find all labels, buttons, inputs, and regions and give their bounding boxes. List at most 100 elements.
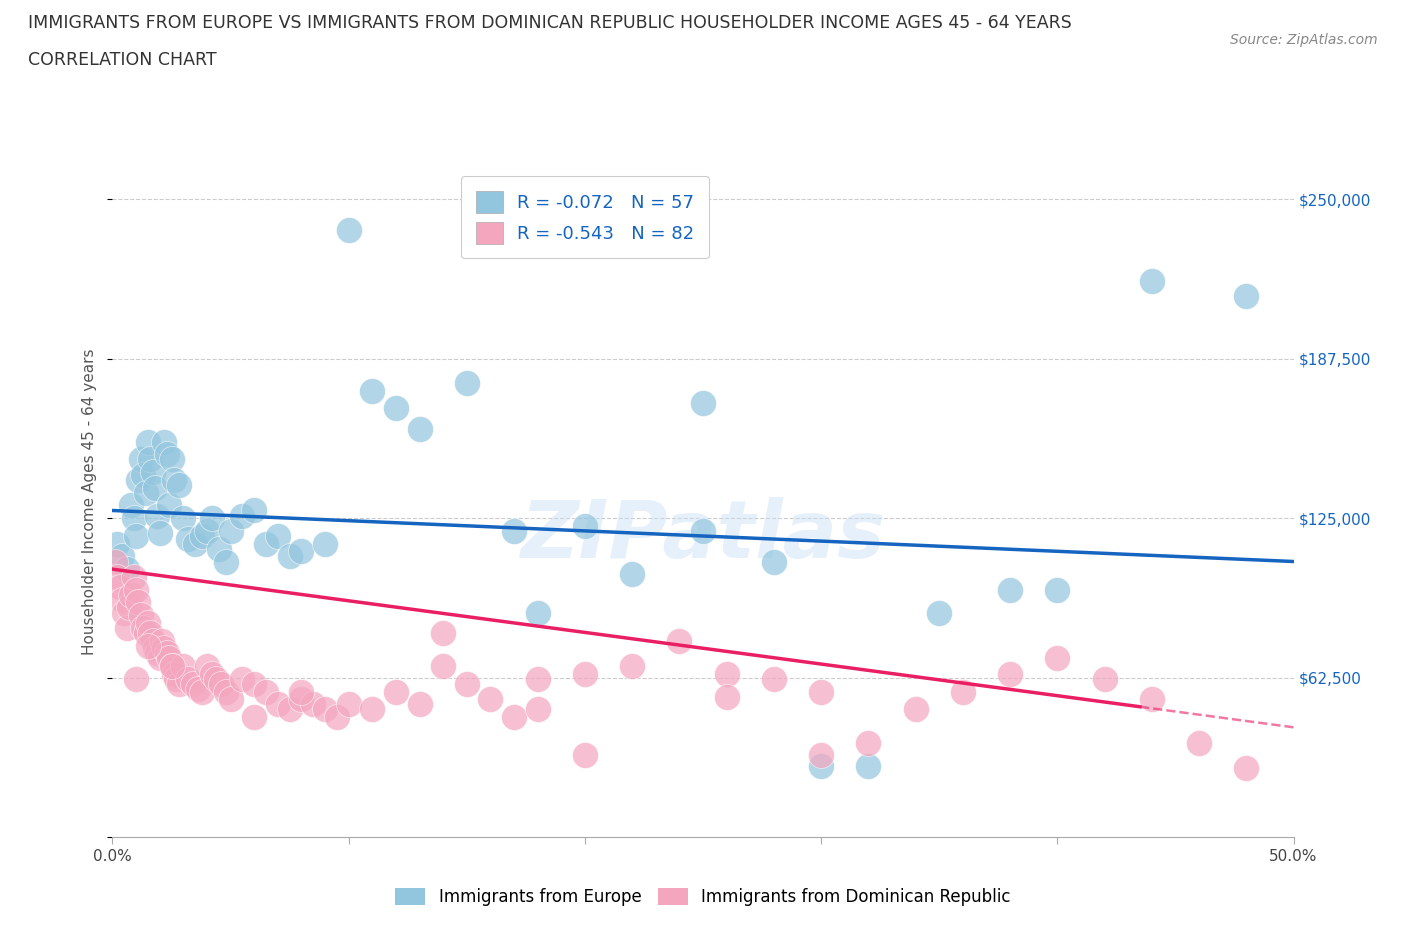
Point	[692, 524, 714, 538]
Point	[105, 569, 128, 584]
Point	[278, 702, 301, 717]
Legend: R = -0.072   N = 57, R = -0.543   N = 82: R = -0.072 N = 57, R = -0.543 N = 82	[461, 177, 709, 259]
Point	[858, 736, 880, 751]
Point	[574, 666, 596, 681]
Point	[290, 544, 312, 559]
Point	[503, 524, 526, 538]
Point	[668, 633, 690, 648]
Point	[139, 626, 162, 641]
Point	[479, 692, 502, 707]
Point	[503, 710, 526, 724]
Point	[716, 666, 738, 681]
Point	[118, 600, 141, 615]
Point	[231, 671, 253, 686]
Point	[290, 692, 312, 707]
Point	[143, 641, 166, 656]
Point	[153, 434, 176, 449]
Point	[135, 626, 157, 641]
Point	[219, 692, 242, 707]
Text: ZIPatlas: ZIPatlas	[520, 497, 886, 575]
Point	[432, 626, 454, 641]
Point	[125, 671, 148, 686]
Point	[111, 549, 134, 564]
Point	[195, 524, 218, 538]
Point	[526, 702, 548, 717]
Point	[186, 682, 208, 697]
Point	[112, 605, 135, 620]
Point	[160, 658, 183, 673]
Point	[1140, 273, 1163, 288]
Point	[142, 633, 165, 648]
Point	[153, 641, 176, 656]
Point	[928, 605, 950, 620]
Point	[254, 537, 277, 551]
Point	[1046, 582, 1069, 597]
Point	[574, 748, 596, 763]
Point	[108, 579, 131, 594]
Point	[408, 421, 430, 436]
Point	[156, 646, 179, 661]
Point	[115, 620, 138, 635]
Point	[172, 511, 194, 525]
Point	[337, 697, 360, 711]
Point	[184, 537, 207, 551]
Point	[209, 676, 232, 691]
Point	[231, 508, 253, 523]
Point	[127, 595, 149, 610]
Point	[132, 468, 155, 483]
Point	[361, 702, 384, 717]
Point	[314, 702, 336, 717]
Point	[1046, 651, 1069, 666]
Point	[136, 616, 159, 631]
Point	[160, 658, 183, 673]
Point	[136, 434, 159, 449]
Point	[254, 684, 277, 699]
Point	[526, 671, 548, 686]
Point	[810, 758, 832, 773]
Point	[150, 633, 173, 648]
Text: IMMIGRANTS FROM EUROPE VS IMMIGRANTS FROM DOMINICAN REPUBLIC HOUSEHOLDER INCOME : IMMIGRANTS FROM EUROPE VS IMMIGRANTS FRO…	[28, 14, 1071, 32]
Point	[385, 401, 408, 416]
Point	[1094, 671, 1116, 686]
Point	[215, 684, 238, 699]
Point	[111, 592, 134, 607]
Point	[267, 528, 290, 543]
Point	[143, 480, 166, 495]
Point	[385, 684, 408, 699]
Point	[574, 518, 596, 533]
Point	[177, 531, 200, 546]
Point	[998, 582, 1021, 597]
Point	[177, 671, 200, 686]
Point	[156, 447, 179, 462]
Point	[122, 569, 145, 584]
Point	[191, 684, 214, 699]
Point	[129, 452, 152, 467]
Point	[762, 554, 785, 569]
Point	[1140, 692, 1163, 707]
Point	[136, 638, 159, 653]
Point	[115, 562, 138, 577]
Point	[208, 541, 231, 556]
Y-axis label: Householder Income Ages 45 - 64 years: Householder Income Ages 45 - 64 years	[82, 349, 97, 656]
Point	[810, 748, 832, 763]
Point	[125, 582, 148, 597]
Point	[129, 607, 152, 622]
Point	[191, 528, 214, 543]
Point	[163, 472, 186, 487]
Point	[172, 658, 194, 673]
Point	[858, 758, 880, 773]
Point	[132, 620, 155, 635]
Point	[181, 676, 204, 691]
Point	[526, 605, 548, 620]
Point	[104, 554, 127, 569]
Point	[810, 684, 832, 699]
Point	[302, 697, 325, 711]
Point	[243, 676, 266, 691]
Point	[157, 651, 180, 666]
Text: CORRELATION CHART: CORRELATION CHART	[28, 51, 217, 69]
Point	[762, 671, 785, 686]
Point	[1188, 736, 1211, 751]
Point	[408, 697, 430, 711]
Point	[122, 511, 145, 525]
Point	[1234, 289, 1257, 304]
